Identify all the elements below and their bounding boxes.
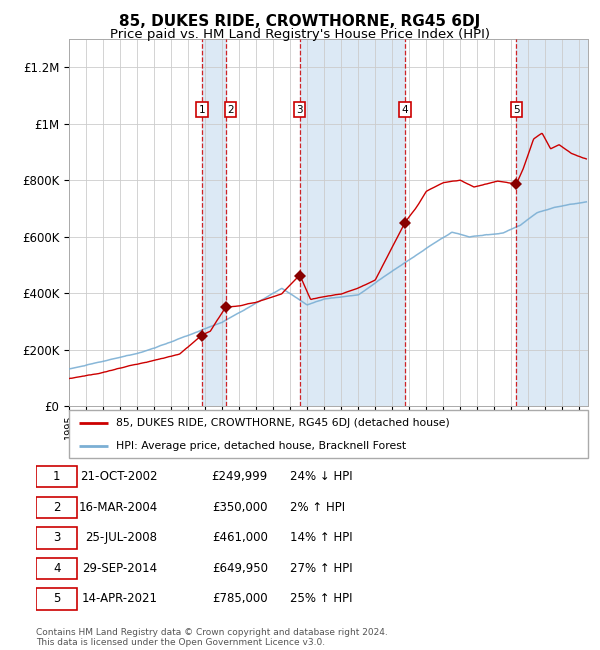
Text: 27% ↑ HPI: 27% ↑ HPI [290,562,353,575]
FancyBboxPatch shape [36,497,77,518]
Text: 2: 2 [227,105,234,114]
FancyBboxPatch shape [36,466,77,488]
Text: 2% ↑ HPI: 2% ↑ HPI [290,500,345,514]
Text: £649,950: £649,950 [212,562,268,575]
FancyBboxPatch shape [69,410,588,458]
Text: 25% ↑ HPI: 25% ↑ HPI [290,593,352,606]
Text: Contains HM Land Registry data © Crown copyright and database right 2024.
This d: Contains HM Land Registry data © Crown c… [36,628,388,647]
Text: £461,000: £461,000 [212,532,268,545]
Text: 1: 1 [53,471,61,484]
Text: 14% ↑ HPI: 14% ↑ HPI [290,532,353,545]
Text: 5: 5 [53,593,61,606]
Bar [202,39,226,406]
Bar [517,39,588,406]
Text: 21-OCT-2002: 21-OCT-2002 [80,471,157,484]
Text: 85, DUKES RIDE, CROWTHORNE, RG45 6DJ (detached house): 85, DUKES RIDE, CROWTHORNE, RG45 6DJ (de… [116,418,449,428]
Text: 29-SEP-2014: 29-SEP-2014 [82,562,157,575]
Bar [300,39,405,406]
Text: £350,000: £350,000 [212,500,268,514]
FancyBboxPatch shape [36,527,77,549]
Text: 4: 4 [53,562,61,575]
Text: 4: 4 [402,105,409,114]
Text: Price paid vs. HM Land Registry's House Price Index (HPI): Price paid vs. HM Land Registry's House … [110,28,490,41]
Text: 16-MAR-2004: 16-MAR-2004 [78,500,157,514]
Text: 24% ↓ HPI: 24% ↓ HPI [290,471,353,484]
Text: 5: 5 [513,105,520,114]
Text: 3: 3 [53,532,61,545]
Text: £249,999: £249,999 [212,471,268,484]
Text: 3: 3 [296,105,303,114]
Text: 2: 2 [53,500,61,514]
FancyBboxPatch shape [36,588,77,610]
FancyBboxPatch shape [36,558,77,579]
Text: 25-JUL-2008: 25-JUL-2008 [85,532,157,545]
Text: 85, DUKES RIDE, CROWTHORNE, RG45 6DJ: 85, DUKES RIDE, CROWTHORNE, RG45 6DJ [119,14,481,29]
Text: £785,000: £785,000 [212,593,268,606]
Text: 14-APR-2021: 14-APR-2021 [82,593,157,606]
Text: 1: 1 [199,105,205,114]
Text: HPI: Average price, detached house, Bracknell Forest: HPI: Average price, detached house, Brac… [116,441,406,451]
